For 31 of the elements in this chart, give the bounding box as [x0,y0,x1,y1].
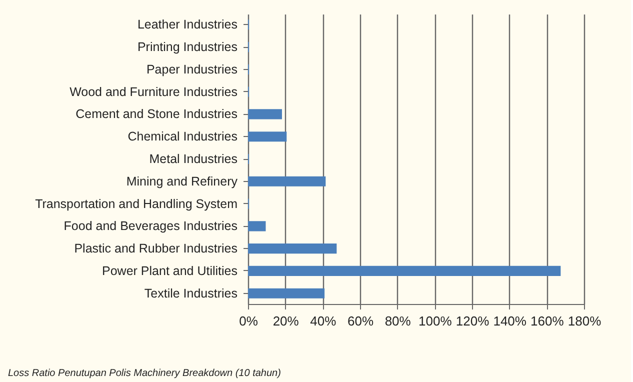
bar [248,266,561,276]
x-tick-label: 40% [310,314,337,328]
x-tick-label: 140% [493,314,527,328]
bar [248,176,326,186]
bar [248,132,287,142]
y-tick-label: Transportation and Handling System [35,196,238,211]
y-tick-label: Cement and Stone Industries [76,107,238,122]
y-tick-label: Leather Industries [137,18,238,32]
bar [248,109,282,120]
x-tick-label: 100% [418,314,452,328]
y-tick-label: Plastic and Rubber Industries [74,242,238,256]
x-tick-label: 180% [568,314,602,328]
y-tick-label: Textile Industries [144,286,238,300]
y-tick-label: Paper Industries [146,62,238,76]
y-tick-label: Wood and Furniture Industries [70,84,238,99]
x-tick-label: 0% [239,314,258,328]
x-tick-label: 120% [456,314,490,328]
bar [248,221,266,232]
y-tick-label: Printing Industries [137,40,238,54]
y-tick-label: Mining and Refinery [126,174,238,188]
text: Loss Ratio Penutupan Polis Machinery Breakdown (10 tahun) [8,368,281,379]
x-tick-label: 80% [384,314,412,328]
x-tick-label: 60% [347,314,374,328]
y-tick-label: Power Plant and Utilities [102,264,238,278]
bar [248,288,325,298]
bar [248,244,337,254]
y-tick-label: Metal Industries [149,152,238,166]
y-tick-label: Chemical Industries [128,130,238,144]
x-tick-label: 160% [530,314,564,328]
y-tick-label: Food and Beverages Industries [64,219,238,234]
x-tick-label: 20% [272,314,300,328]
